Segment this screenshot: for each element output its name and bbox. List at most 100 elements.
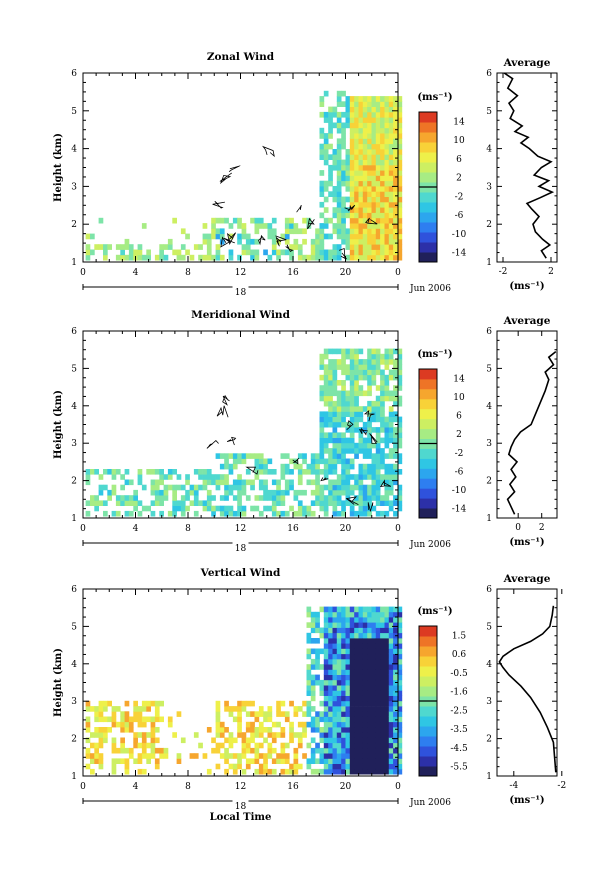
heatmap-cell <box>367 233 372 240</box>
heatmap-cell <box>319 395 325 402</box>
heatmap-cell <box>345 427 351 433</box>
heatmap-cell <box>393 617 398 623</box>
heatmap-cell <box>284 453 290 459</box>
heatmap-cell <box>297 742 303 749</box>
heatmap-cell <box>237 233 242 240</box>
heatmap-cell <box>206 238 212 245</box>
heatmap-cell <box>198 742 203 749</box>
heatmap-cell <box>341 380 346 386</box>
heatmap-cell <box>154 716 160 723</box>
heatmap-cell <box>241 453 247 459</box>
heatmap-cell <box>367 133 372 139</box>
heatmap-cell <box>215 474 221 480</box>
heatmap-cell <box>336 669 342 675</box>
heatmap-cell <box>380 622 385 628</box>
heatmap-cell <box>371 223 377 229</box>
heatmap-cell <box>354 495 359 501</box>
heatmap-cell <box>211 217 216 224</box>
heatmap-cell <box>215 747 221 754</box>
heatmap-cell <box>380 390 385 397</box>
heatmap-cell <box>328 374 333 381</box>
heatmap-cell <box>94 495 99 501</box>
heatmap-cell <box>362 627 368 634</box>
heatmap-cell <box>393 154 398 160</box>
heatmap-cell <box>371 711 377 717</box>
heatmap-cell <box>328 122 333 129</box>
heatmap-cell <box>319 101 325 107</box>
heatmap-cell <box>323 458 329 465</box>
heatmap-cell <box>332 164 338 171</box>
average-title: Average <box>503 315 551 327</box>
heatmap-cell <box>397 191 403 197</box>
heatmap-cell <box>345 111 351 118</box>
heatmap-cell <box>397 217 403 224</box>
heatmap-cell <box>384 133 390 139</box>
heatmap-cell <box>358 768 364 775</box>
heatmap-cell <box>115 758 121 764</box>
heatmap-cell <box>315 474 320 480</box>
heatmap-cell <box>354 380 359 386</box>
heatmap-cell <box>349 400 355 407</box>
heatmap-cell <box>380 453 385 459</box>
heatmap-cell <box>276 249 281 256</box>
heatmap-cell <box>219 505 225 512</box>
heatmap-cell <box>397 380 403 386</box>
heatmap-cell <box>336 653 342 660</box>
heatmap-cell <box>388 154 394 160</box>
heatmap-cell <box>167 244 173 250</box>
heatmap-cell <box>306 685 312 691</box>
heatmap-cell <box>323 249 329 256</box>
heatmap-cell <box>397 359 403 365</box>
heatmap-cell <box>336 453 342 459</box>
heatmap-cell <box>358 348 364 355</box>
heatmap-cell <box>328 742 333 749</box>
average-frame <box>496 588 558 777</box>
heatmap-cell <box>371 700 377 707</box>
heatmap-cell <box>362 111 368 118</box>
heatmap-cell <box>388 432 394 438</box>
heatmap-cell <box>98 484 104 491</box>
heatmap-cell <box>375 737 381 744</box>
heatmap-cell <box>375 664 381 670</box>
heatmap-cell <box>202 505 208 512</box>
heatmap-cell <box>349 758 355 764</box>
heatmap-cell <box>254 474 260 480</box>
heatmap-cell <box>384 463 390 470</box>
heatmap-cell <box>328 458 333 465</box>
heatmap-cell <box>276 495 281 501</box>
heatmap-cell <box>120 711 125 717</box>
heatmap-cell <box>332 622 338 628</box>
heatmap-cell <box>336 432 342 438</box>
heatmap-cell <box>254 463 260 470</box>
heatmap-cell <box>341 643 346 649</box>
heatmap-cell <box>345 238 351 245</box>
heatmap-cell <box>358 180 364 187</box>
heatmap-cell <box>271 228 277 235</box>
heatmap-cell <box>380 685 385 691</box>
heatmap-cell <box>232 706 238 712</box>
heatmap-cell <box>241 244 247 250</box>
heatmap-cell <box>371 495 377 501</box>
heatmap-cell <box>328 164 333 171</box>
y-tick-label: 2 <box>71 477 77 487</box>
heatmap-cell <box>384 207 390 213</box>
heatmap-cell <box>128 727 134 733</box>
heatmap-cell <box>323 510 329 517</box>
heatmap-cell <box>237 763 242 770</box>
heatmap-cell <box>354 369 359 376</box>
heatmap-cell <box>319 437 325 444</box>
heatmap-cell <box>254 458 260 465</box>
heatmap-cell <box>289 727 294 733</box>
heatmap-cell <box>332 228 338 235</box>
heatmap-cell <box>358 706 364 712</box>
heatmap-cell <box>367 711 372 717</box>
heatmap-cell <box>397 254 403 261</box>
heatmap-cell <box>380 679 385 686</box>
heatmap-cell <box>358 500 364 506</box>
heatmap-cell <box>332 489 338 496</box>
heatmap-cell <box>271 489 277 496</box>
heatmap-cell <box>367 359 372 365</box>
heatmap-cell <box>319 186 325 192</box>
heatmap-cell <box>349 138 355 145</box>
